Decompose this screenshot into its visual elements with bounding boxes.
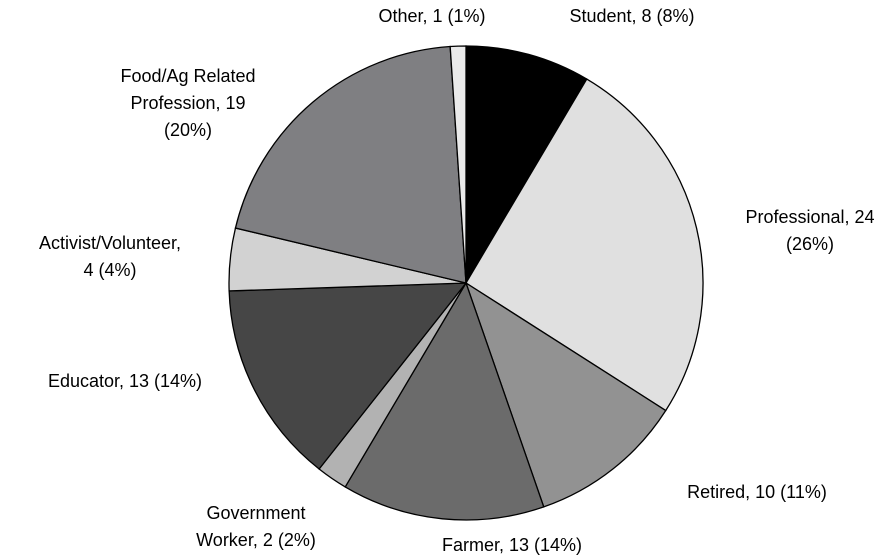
slice-label: Food/Ag Related	[120, 66, 255, 86]
pie-slice	[344, 281, 545, 521]
pie-slice	[234, 45, 467, 284]
slice-label: (20%)	[164, 120, 212, 140]
slice-label: Other, 1 (1%)	[378, 6, 485, 26]
slice-label: Farmer, 13 (14%)	[442, 535, 582, 555]
slice-label: Educator, 13 (14%)	[48, 371, 202, 391]
slice-label: Retired, 10 (11%)	[687, 482, 827, 502]
pie-slice	[449, 45, 467, 284]
slice-label: 4 (4%)	[83, 260, 136, 280]
slice-label: Activist/Volunteer,	[39, 233, 181, 253]
slice-label: Profession, 19	[130, 93, 245, 113]
slice-label: Professional, 24	[745, 207, 874, 227]
slice-label: Worker, 2 (2%)	[196, 530, 316, 550]
pie-slice	[465, 45, 588, 286]
pie-slice	[464, 281, 667, 508]
pie-slice	[465, 78, 704, 412]
slice-label: Student, 8 (8%)	[569, 6, 694, 26]
slice-label: (26%)	[786, 234, 834, 254]
slice-label: Government	[206, 503, 305, 523]
pie-slice	[228, 282, 468, 470]
